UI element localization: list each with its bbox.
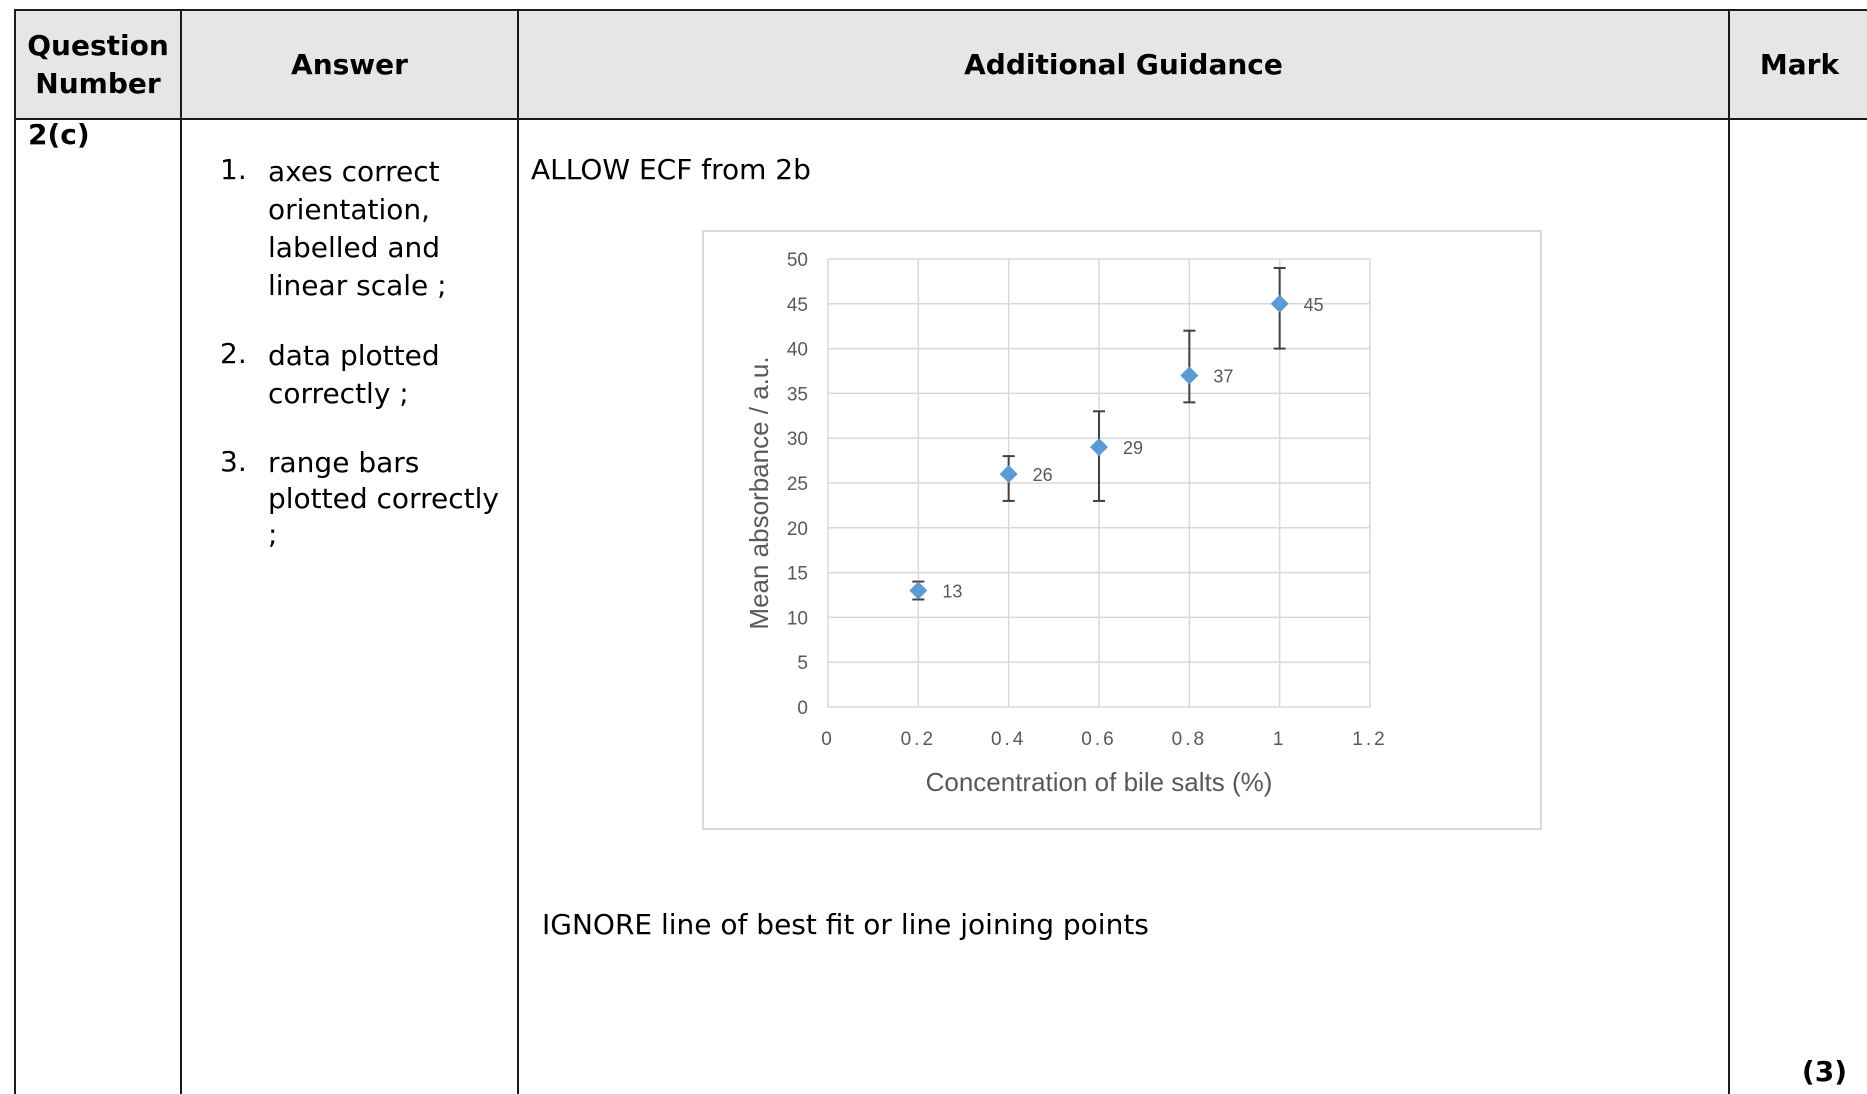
guidance-ignore-line: IGNORE line of best fit or line joining … — [542, 908, 1149, 941]
y-tick-label: 10 — [787, 608, 808, 629]
data-label: 29 — [1123, 438, 1143, 458]
chart-frame: 0 5 10 15 20 25 30 35 40 45 50 0 0.2 0.4 0.6 0.8 1 1.2 Con… — [702, 230, 1542, 830]
answer-item: 2. data plotted correctly ; — [220, 337, 510, 413]
y-tick-label: 15 — [787, 564, 808, 585]
y-tick-label: 35 — [787, 384, 808, 405]
data-point — [909, 581, 928, 600]
data-point — [1090, 438, 1108, 457]
answer-text: range bars plotted correctly ; — [268, 446, 499, 551]
y-tick-label: 20 — [787, 519, 808, 540]
answer-list: 1. axes correct orientation, labelled an… — [220, 153, 510, 585]
answer-number: 3. — [220, 445, 247, 478]
data-label: 37 — [1213, 366, 1233, 386]
mark-value: (3) — [1801, 1055, 1847, 1088]
answer-item: 3. range bars plotted correctly ; — [220, 445, 510, 553]
x-axis-label: Concentration of bile salts (%) — [926, 767, 1273, 797]
y-tick-label: 0 — [797, 698, 808, 719]
data-point — [1270, 294, 1289, 313]
header-mark: Mark — [1759, 47, 1840, 81]
answer-text: axes correct orientation, labelled and l… — [268, 155, 447, 302]
header-question-number: Question Number — [27, 28, 169, 100]
data-point — [999, 465, 1018, 484]
answer-text: data plotted correctly ; — [268, 339, 440, 410]
y-tick-label: 45 — [787, 295, 808, 316]
x-tick-label: 0.8 — [1172, 729, 1207, 750]
y-tick-label: 50 — [787, 250, 808, 271]
y-axis-label: Mean absorbance / a.u. — [744, 356, 774, 629]
x-tick-label: 0.4 — [991, 729, 1026, 750]
x-tick-label: 0 — [821, 729, 835, 750]
column-divider — [517, 11, 519, 1094]
answer-number: 2. — [220, 337, 247, 370]
guidance-allow-ecf: ALLOW ECF from 2b — [531, 153, 811, 186]
mark-scheme-table: Question Number Answer Additional Guidan… — [14, 9, 1867, 1094]
y-tick-label: 25 — [787, 474, 808, 495]
header-answer: Answer — [291, 47, 408, 81]
data-label: 26 — [1033, 465, 1053, 485]
column-divider — [180, 11, 182, 1094]
scatter-chart: 0 5 10 15 20 25 30 35 40 45 50 0 0.2 0.4 0.6 0.8 1 1.2 Con… — [744, 250, 1387, 797]
y-tick-label: 40 — [787, 340, 808, 361]
answer-item: 1. axes correct orientation, labelled an… — [220, 153, 510, 305]
column-divider — [1728, 11, 1730, 1094]
x-tick-label: 1 — [1273, 729, 1287, 750]
y-tick-label: 30 — [787, 429, 808, 450]
question-number: 2(c) — [28, 118, 90, 151]
data-label: 45 — [1304, 295, 1324, 315]
header-additional-guidance: Additional Guidance — [964, 47, 1283, 81]
answer-number: 1. — [220, 153, 247, 186]
x-tick-label: 0.6 — [1081, 729, 1116, 750]
table-header-row — [16, 11, 1867, 120]
x-tick-label: 0.2 — [901, 729, 936, 750]
data-point — [1180, 366, 1199, 385]
x-tick-label: 1.2 — [1352, 729, 1387, 750]
data-label: 13 — [942, 582, 962, 602]
y-tick-label: 5 — [797, 653, 808, 674]
